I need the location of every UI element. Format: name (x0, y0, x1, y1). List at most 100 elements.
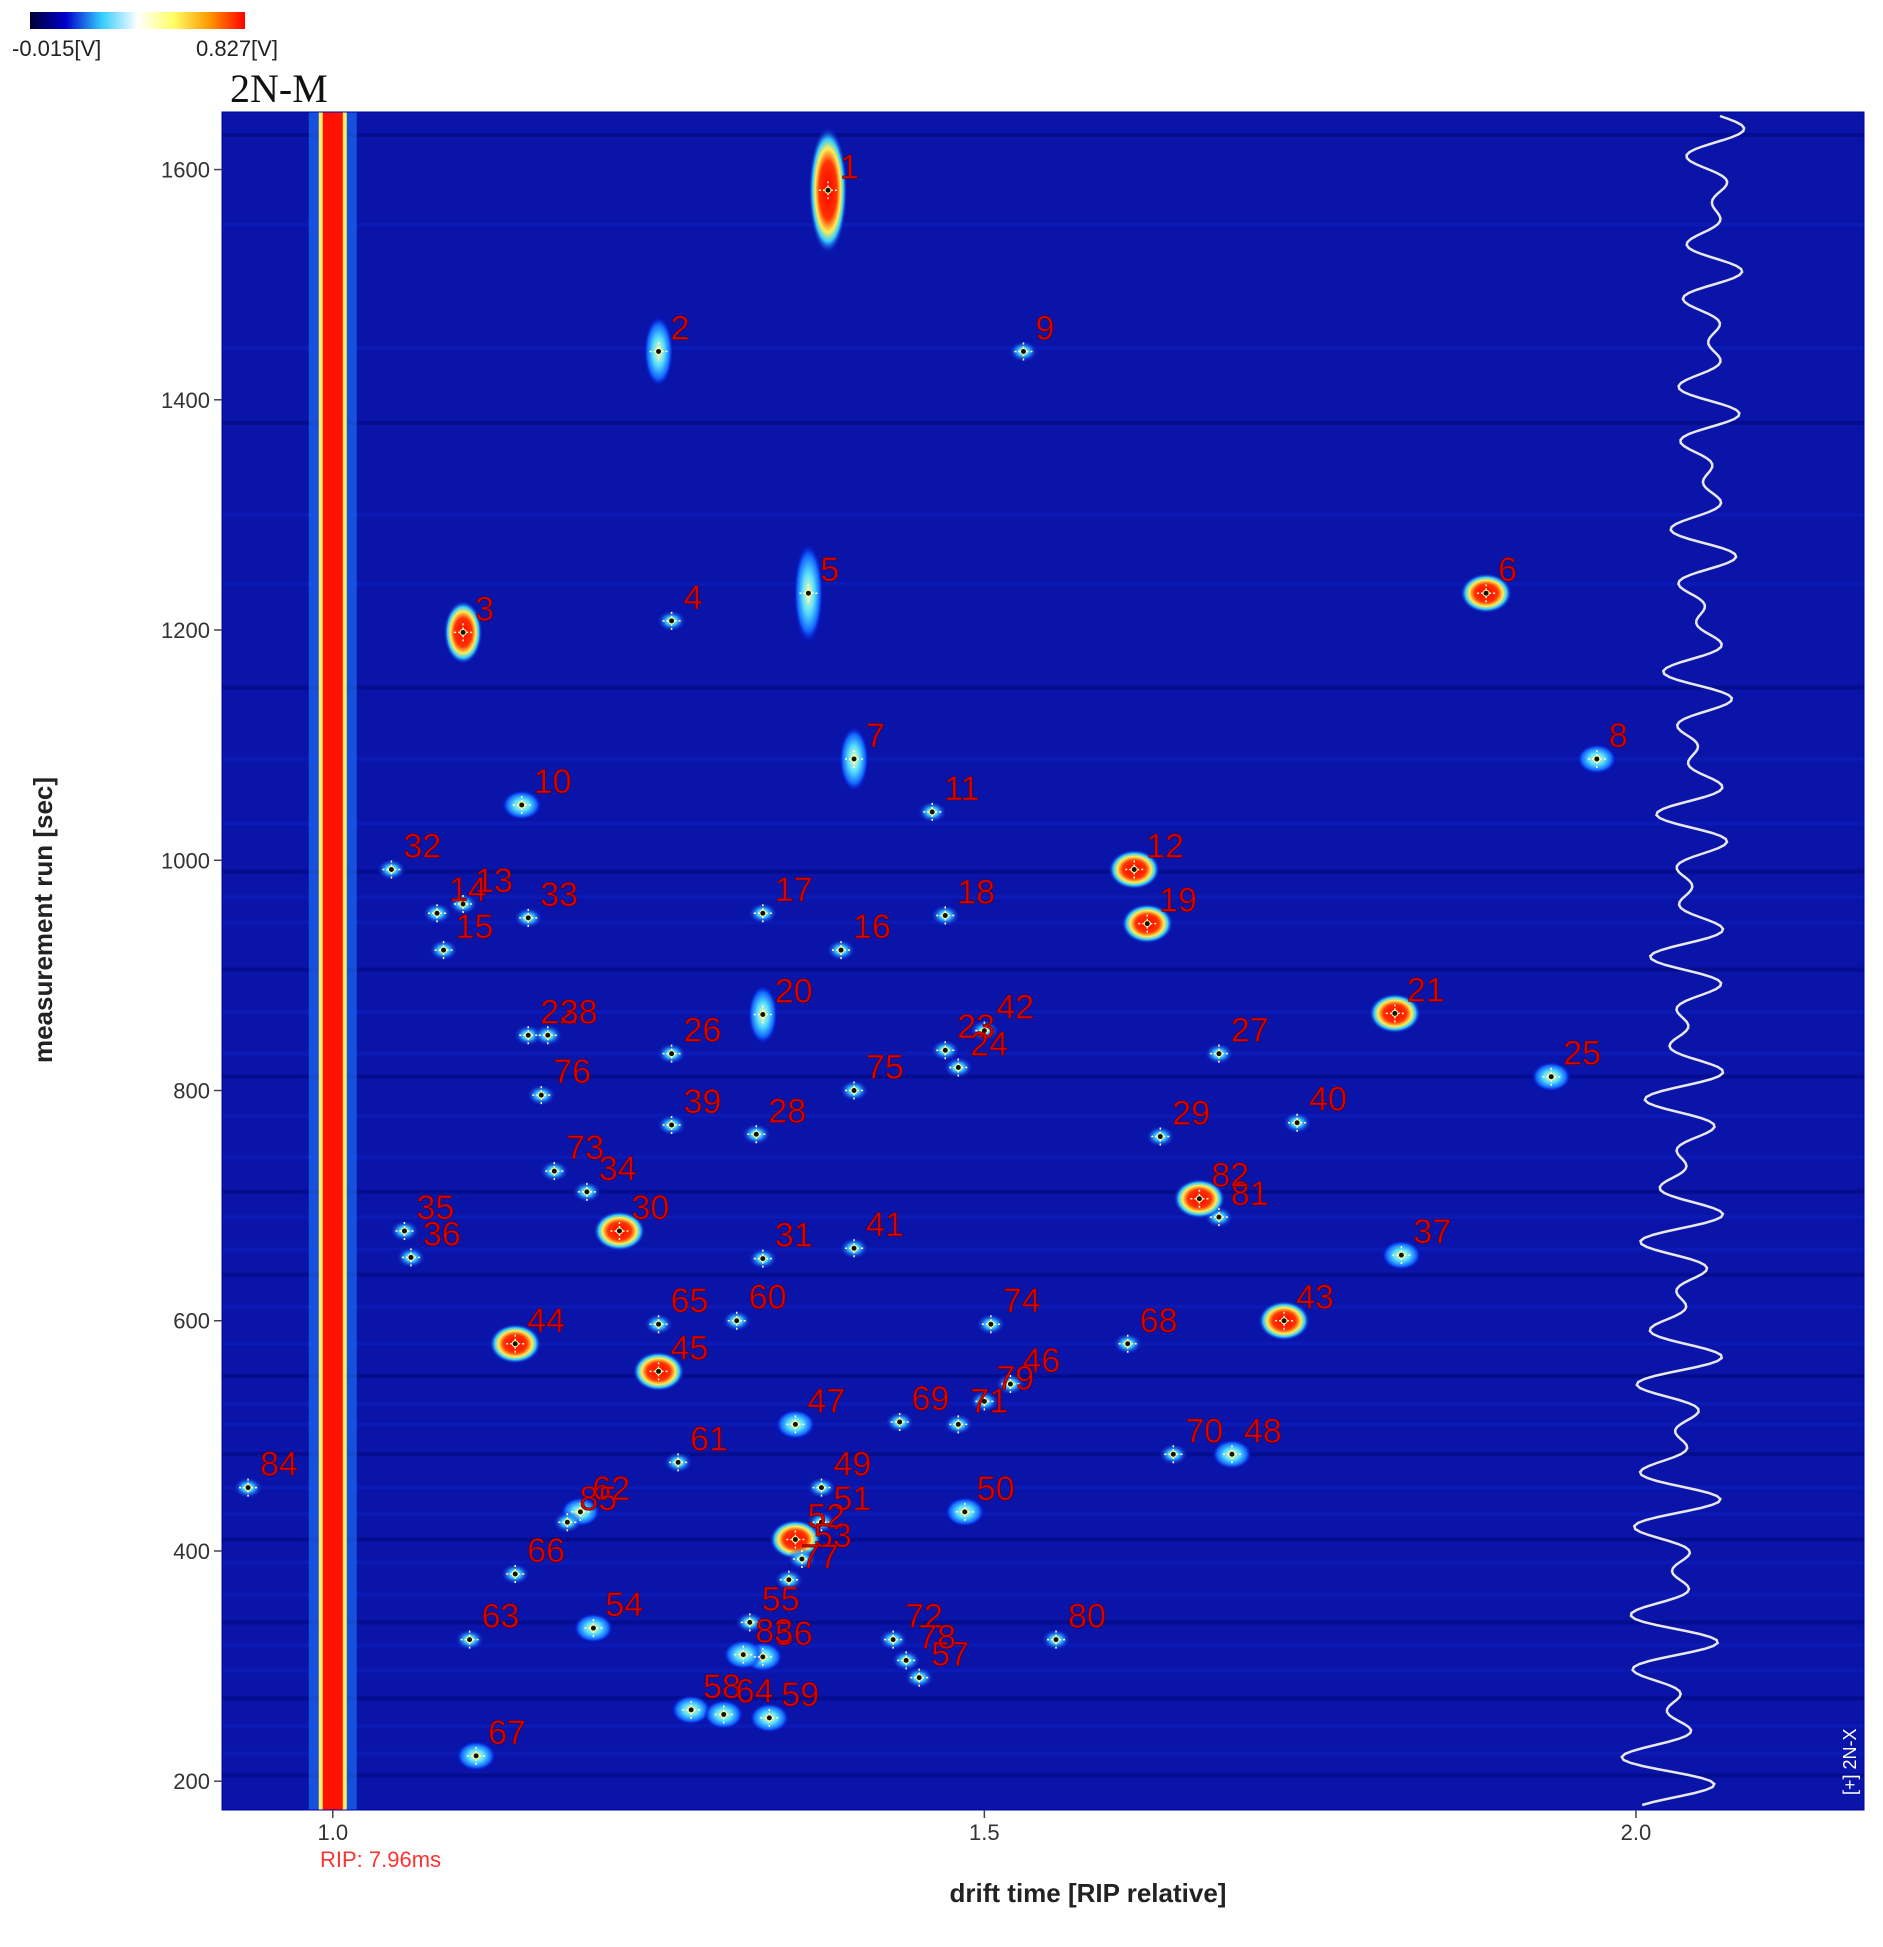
peak-marker-22 (519, 1026, 538, 1045)
peak-marker-82 (1190, 1189, 1209, 1208)
plot-background (222, 112, 1864, 1810)
background-streak (222, 1155, 1864, 1160)
peak-label-54: 54 (605, 1586, 643, 1624)
peak-marker-45 (649, 1362, 668, 1381)
panel-label: 2N-M (230, 66, 328, 111)
background-streak (222, 1592, 1864, 1597)
peak-label-19: 19 (1159, 882, 1197, 920)
peak-label-35: 35 (416, 1189, 454, 1227)
peak-marker-75 (845, 1081, 864, 1100)
peak-label-18: 18 (957, 874, 995, 912)
x-tick-label: 1.5 (969, 1820, 1000, 1845)
peak-marker-14 (428, 904, 447, 923)
peak-marker-8 (1587, 749, 1606, 768)
peak-marker-4 (662, 611, 681, 630)
peak-marker-19 (1138, 914, 1157, 933)
peak-marker-80 (1047, 1630, 1066, 1649)
peak-label-49: 49 (833, 1446, 871, 1484)
peak-marker-66 (506, 1565, 525, 1584)
rip-label: RIP: 7.96ms (320, 1847, 441, 1872)
y-tick-label: 400 (173, 1539, 210, 1564)
peak-marker-67 (467, 1746, 486, 1765)
peak-label-45: 45 (671, 1329, 709, 1367)
peak-label-32: 32 (403, 827, 441, 865)
peak-label-77: 77 (801, 1538, 839, 1576)
background-streak (222, 1452, 1864, 1457)
colorbar (30, 12, 245, 29)
peak-label-34: 34 (599, 1150, 637, 1188)
y-tick-label: 600 (173, 1309, 210, 1334)
peak-marker-51 (812, 1513, 831, 1532)
peak-marker-62 (571, 1502, 590, 1521)
peak-marker-21 (1385, 1004, 1404, 1023)
background-streak (222, 1341, 1864, 1346)
background-streak (222, 1374, 1864, 1379)
peak-marker-40 (1288, 1113, 1307, 1132)
background-streak (222, 345, 1864, 350)
peak-marker-78 (897, 1651, 916, 1670)
peak-label-15: 15 (456, 908, 494, 946)
peak-marker-2 (649, 342, 668, 361)
peak-label-62: 62 (592, 1470, 630, 1508)
peak-marker-3 (454, 623, 473, 642)
background-streak (222, 420, 1864, 425)
peak-label-41: 41 (866, 1206, 904, 1244)
peak-label-56: 56 (775, 1615, 813, 1653)
peak-marker-46 (1001, 1375, 1020, 1394)
peak-marker-70 (1164, 1445, 1183, 1464)
peak-label-79: 79 (996, 1359, 1034, 1397)
peak-marker-5 (799, 584, 818, 603)
background-streak (222, 1074, 1864, 1079)
peak-label-13: 13 (475, 862, 513, 900)
peak-marker-36 (401, 1248, 420, 1267)
peak-label-64: 64 (736, 1672, 774, 1710)
peak-label-23: 23 (957, 1008, 995, 1046)
background-streak (222, 821, 1864, 826)
peak-label-20: 20 (775, 973, 813, 1011)
rip-band (322, 112, 343, 1810)
peak-marker-7 (845, 749, 864, 768)
background-streak (222, 1304, 1864, 1309)
peak-marker-1 (818, 181, 837, 200)
background-streak (222, 1010, 1864, 1015)
peak-label-75: 75 (866, 1049, 904, 1087)
peak-marker-77 (779, 1570, 798, 1589)
x-tick-label: 1.0 (317, 1820, 348, 1845)
background-streak (222, 1620, 1864, 1625)
peak-label-31: 31 (775, 1217, 813, 1255)
peak-marker-57 (910, 1668, 929, 1687)
peak-label-69: 69 (912, 1380, 950, 1418)
peak-marker-31 (753, 1249, 772, 1268)
peak-marker-43 (1275, 1311, 1294, 1330)
peak-marker-76 (532, 1086, 551, 1105)
background-streak (222, 581, 1864, 586)
peak-label-27: 27 (1231, 1012, 1269, 1050)
peak-marker-24 (949, 1058, 968, 1077)
background-streak (222, 222, 1864, 227)
peak-label-16: 16 (853, 908, 891, 946)
peak-marker-84 (239, 1478, 258, 1497)
peak-marker-33 (519, 908, 538, 927)
peak-marker-37 (1392, 1246, 1411, 1265)
peak-label-70: 70 (1185, 1412, 1223, 1450)
peak-label-84: 84 (260, 1446, 298, 1484)
peak-marker-58 (682, 1700, 701, 1719)
peak-label-71: 71 (970, 1382, 1008, 1420)
background-streak (222, 967, 1864, 972)
background-streak (222, 1560, 1864, 1565)
peak-label-17: 17 (775, 871, 813, 909)
peak-label-68: 68 (1140, 1302, 1178, 1340)
peak-marker-6 (1477, 584, 1496, 603)
peak-label-50: 50 (977, 1470, 1015, 1508)
peak-label-33: 33 (540, 876, 578, 914)
peak-label-29: 29 (1172, 1095, 1210, 1133)
peak-label-38: 38 (560, 993, 598, 1031)
peak-marker-63 (460, 1630, 479, 1649)
background-streak (222, 1773, 1864, 1778)
peak-marker-9 (1014, 342, 1033, 361)
peak-marker-10 (512, 796, 531, 815)
background-streak (222, 869, 1864, 874)
peak-marker-54 (584, 1619, 603, 1638)
y-tick-label: 1000 (161, 848, 210, 873)
peak-marker-13 (454, 895, 473, 914)
